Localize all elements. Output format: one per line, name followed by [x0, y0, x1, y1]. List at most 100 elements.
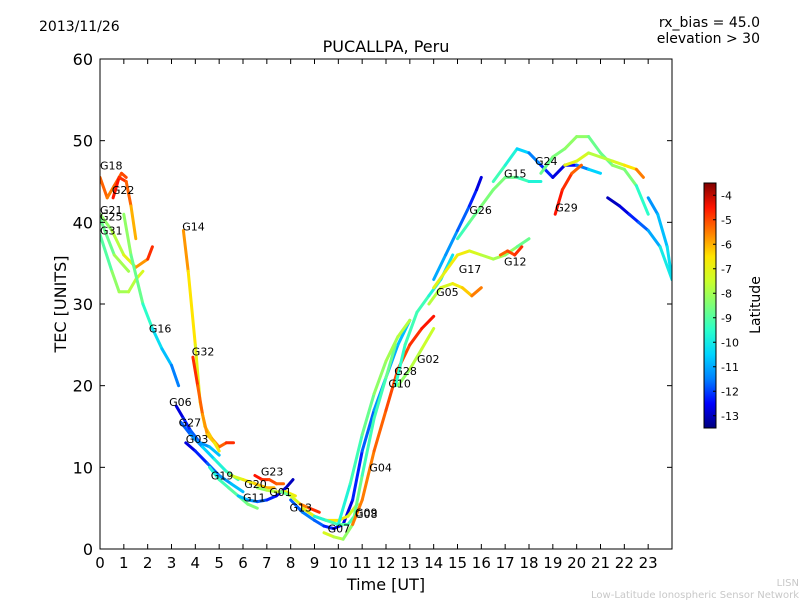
series-segment: [560, 171, 574, 192]
satellite-label: G14: [182, 221, 205, 234]
series-segment: [322, 531, 336, 539]
series-segment: [622, 163, 638, 171]
series-segment: [467, 188, 479, 208]
series-segment: [456, 204, 471, 232]
series-segment: [515, 175, 531, 183]
series-segment: [432, 253, 448, 281]
series-segment: [479, 253, 495, 261]
satellite-label: G25: [100, 211, 123, 224]
series-segment: [100, 212, 114, 232]
series-segment: [110, 229, 126, 257]
series-segment: [575, 151, 591, 163]
series-segment: [551, 163, 567, 179]
x-tick-label: 3: [167, 554, 177, 572]
series-segment: [606, 196, 622, 208]
x-tick-label: 1: [119, 554, 129, 572]
series-segment: [610, 159, 626, 167]
satellite-label: G20: [244, 478, 267, 491]
colorbar-tick-label: -12: [721, 385, 739, 398]
series-segment: [665, 245, 672, 281]
series-segment: [515, 147, 531, 155]
x-tick-label: 9: [310, 554, 320, 572]
satellite-label: G29: [555, 202, 578, 215]
series-segment: [265, 494, 278, 502]
series-segment: [427, 286, 443, 306]
series-segment: [503, 245, 519, 257]
satellite-label: G03: [186, 433, 209, 446]
series-segment: [475, 175, 483, 192]
satellite-label: G18: [100, 159, 123, 172]
series-segment: [360, 416, 376, 477]
series-segment: [198, 441, 212, 449]
series-segment: [515, 237, 531, 249]
series-segment: [246, 502, 259, 510]
series-G15: [456, 175, 543, 241]
series-segment: [408, 347, 424, 371]
series-segment: [324, 518, 340, 526]
series-segment: [634, 167, 645, 179]
series-segment: [656, 212, 669, 249]
series-segment: [372, 359, 388, 396]
x-tick-label: 21: [591, 554, 610, 572]
colorbar-tick-label: -10: [721, 336, 739, 349]
series-segment: [208, 445, 221, 457]
series-segment: [563, 159, 579, 167]
colorbar-tick-label: -8: [721, 287, 732, 300]
x-tick-label: 23: [639, 554, 658, 572]
series-segment: [201, 445, 216, 461]
series-segment: [208, 465, 221, 482]
elevation-label: elevation > 30: [657, 31, 760, 47]
series-segment: [191, 355, 200, 388]
satellite-label: G04: [369, 461, 392, 474]
series-segment: [432, 269, 448, 290]
satellite-label: G32: [192, 346, 215, 359]
series-G12b: [498, 245, 524, 257]
x-tick-label: 19: [543, 554, 562, 572]
series-segment: [129, 253, 145, 306]
series-G06: [174, 404, 221, 457]
series-segment: [491, 253, 507, 261]
series-segment: [491, 163, 507, 183]
series-segment: [227, 486, 240, 498]
series-segment: [127, 278, 138, 294]
satellite-label: G10: [388, 377, 411, 390]
satellite-label: G08: [355, 508, 378, 521]
series-segment: [205, 461, 221, 477]
colorbar-label: Latitude: [748, 276, 764, 334]
series-segment: [539, 155, 555, 175]
series-segment: [637, 220, 650, 232]
series-G02: [396, 327, 436, 388]
series-segment: [439, 282, 455, 290]
series-segment: [284, 490, 297, 498]
series-segment: [527, 151, 543, 167]
series-segment: [313, 518, 326, 528]
series-segment: [110, 269, 121, 294]
x-tick-label: 20: [567, 554, 586, 572]
x-tick-label: 10: [329, 554, 348, 572]
series-segment: [420, 314, 436, 330]
y-tick-label: 50: [73, 132, 93, 151]
series-segment: [301, 506, 316, 518]
series-segment: [351, 449, 364, 502]
series-segment: [622, 167, 638, 188]
series-segment: [384, 335, 400, 363]
series-segment: [141, 302, 154, 330]
series-segment: [205, 433, 216, 445]
colorbar-tick-label: -13: [721, 410, 739, 423]
series-G29: [539, 135, 650, 216]
x-tick-label: 13: [400, 554, 419, 572]
x-axis-label: Time [UT]: [346, 575, 425, 594]
series-segment: [255, 486, 269, 492]
series-G10: [336, 318, 412, 526]
chart-title: PUCALLPA, Peru: [323, 37, 450, 56]
series-segment: [360, 449, 376, 502]
series-G29e: [646, 196, 672, 281]
series-segment: [174, 404, 185, 420]
series-segment: [193, 449, 209, 465]
series-segment: [403, 310, 419, 347]
satellite-label: G16: [149, 323, 172, 336]
series-segment: [170, 363, 181, 388]
series-segment: [212, 457, 228, 473]
series-segment: [563, 135, 579, 151]
